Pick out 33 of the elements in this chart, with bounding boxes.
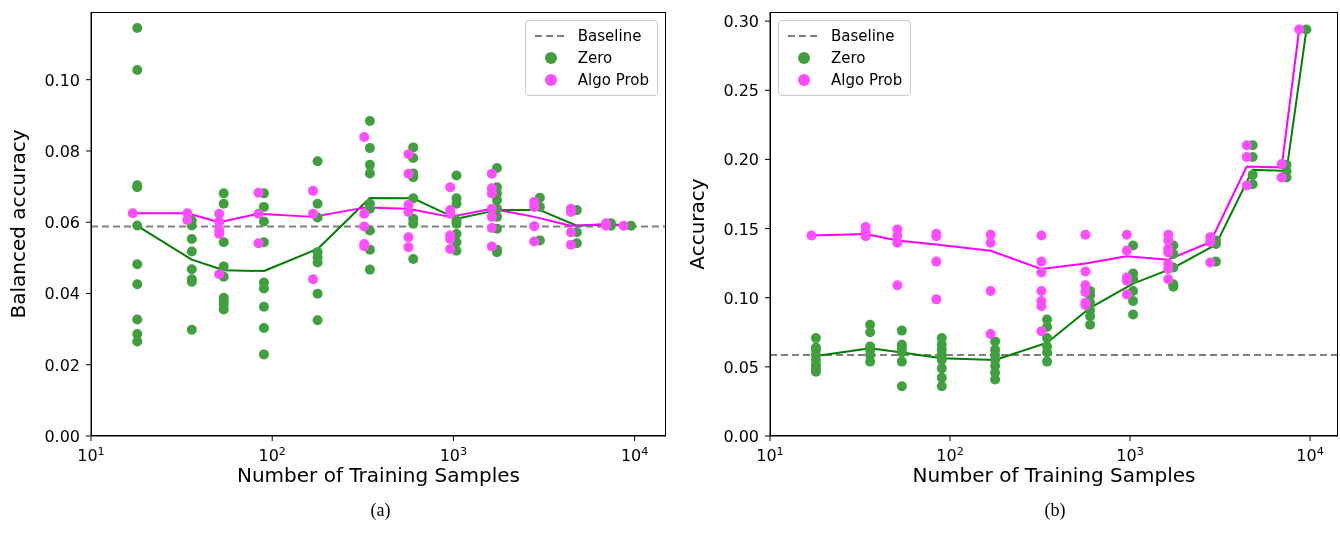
y-tick-label: 0.06 bbox=[44, 213, 80, 233]
x-tick-label: 10$^{3}$ bbox=[1116, 444, 1144, 465]
y-tick-label: 0.30 bbox=[723, 12, 759, 32]
x-tick-label: 10$^{1}$ bbox=[756, 444, 784, 465]
x-tick-label: 10$^{4}$ bbox=[1296, 444, 1324, 465]
y-tick-label: 0.05 bbox=[723, 357, 759, 377]
x-axis-title: Number of Training Samples bbox=[912, 463, 1196, 487]
x-tick-label: 10$^{3}$ bbox=[439, 444, 468, 465]
y-tick-label: 0.02 bbox=[44, 355, 80, 375]
y-tick-label: 0.20 bbox=[723, 150, 759, 170]
x-tick-label: 10$^{2}$ bbox=[258, 444, 286, 465]
text: (b) bbox=[1043, 500, 1067, 521]
legend-label: Baseline bbox=[577, 27, 642, 45]
y-axis-title: Accuracy bbox=[685, 178, 710, 270]
text: (a) bbox=[369, 500, 392, 521]
y-tick-label: 0.10 bbox=[44, 70, 80, 90]
legend-label: Algo Prob bbox=[577, 71, 649, 89]
legend-label: Baseline bbox=[831, 27, 895, 45]
legend-label: Zero bbox=[577, 49, 613, 67]
x-tick-label: 10$^{2}$ bbox=[936, 444, 964, 465]
y-axis-title: Balanced accuracy bbox=[6, 129, 31, 319]
x-tick-label: 10$^{4}$ bbox=[620, 444, 649, 465]
x-tick-label: 10$^{1}$ bbox=[77, 444, 105, 465]
y-tick-label: 0.10 bbox=[723, 288, 759, 308]
y-tick-label: 0.00 bbox=[723, 427, 759, 446]
legend-label: Zero bbox=[831, 49, 866, 67]
legend-label: Algo Prob bbox=[831, 71, 903, 89]
y-tick-label: 0.25 bbox=[723, 81, 759, 101]
y-tick-label: 0.08 bbox=[44, 141, 80, 161]
x-axis-title: Number of Training Samples bbox=[236, 463, 521, 487]
y-tick-label: 0.00 bbox=[44, 427, 80, 446]
y-tick-label: 0.04 bbox=[44, 284, 80, 304]
y-tick-label: 0.15 bbox=[723, 219, 759, 239]
